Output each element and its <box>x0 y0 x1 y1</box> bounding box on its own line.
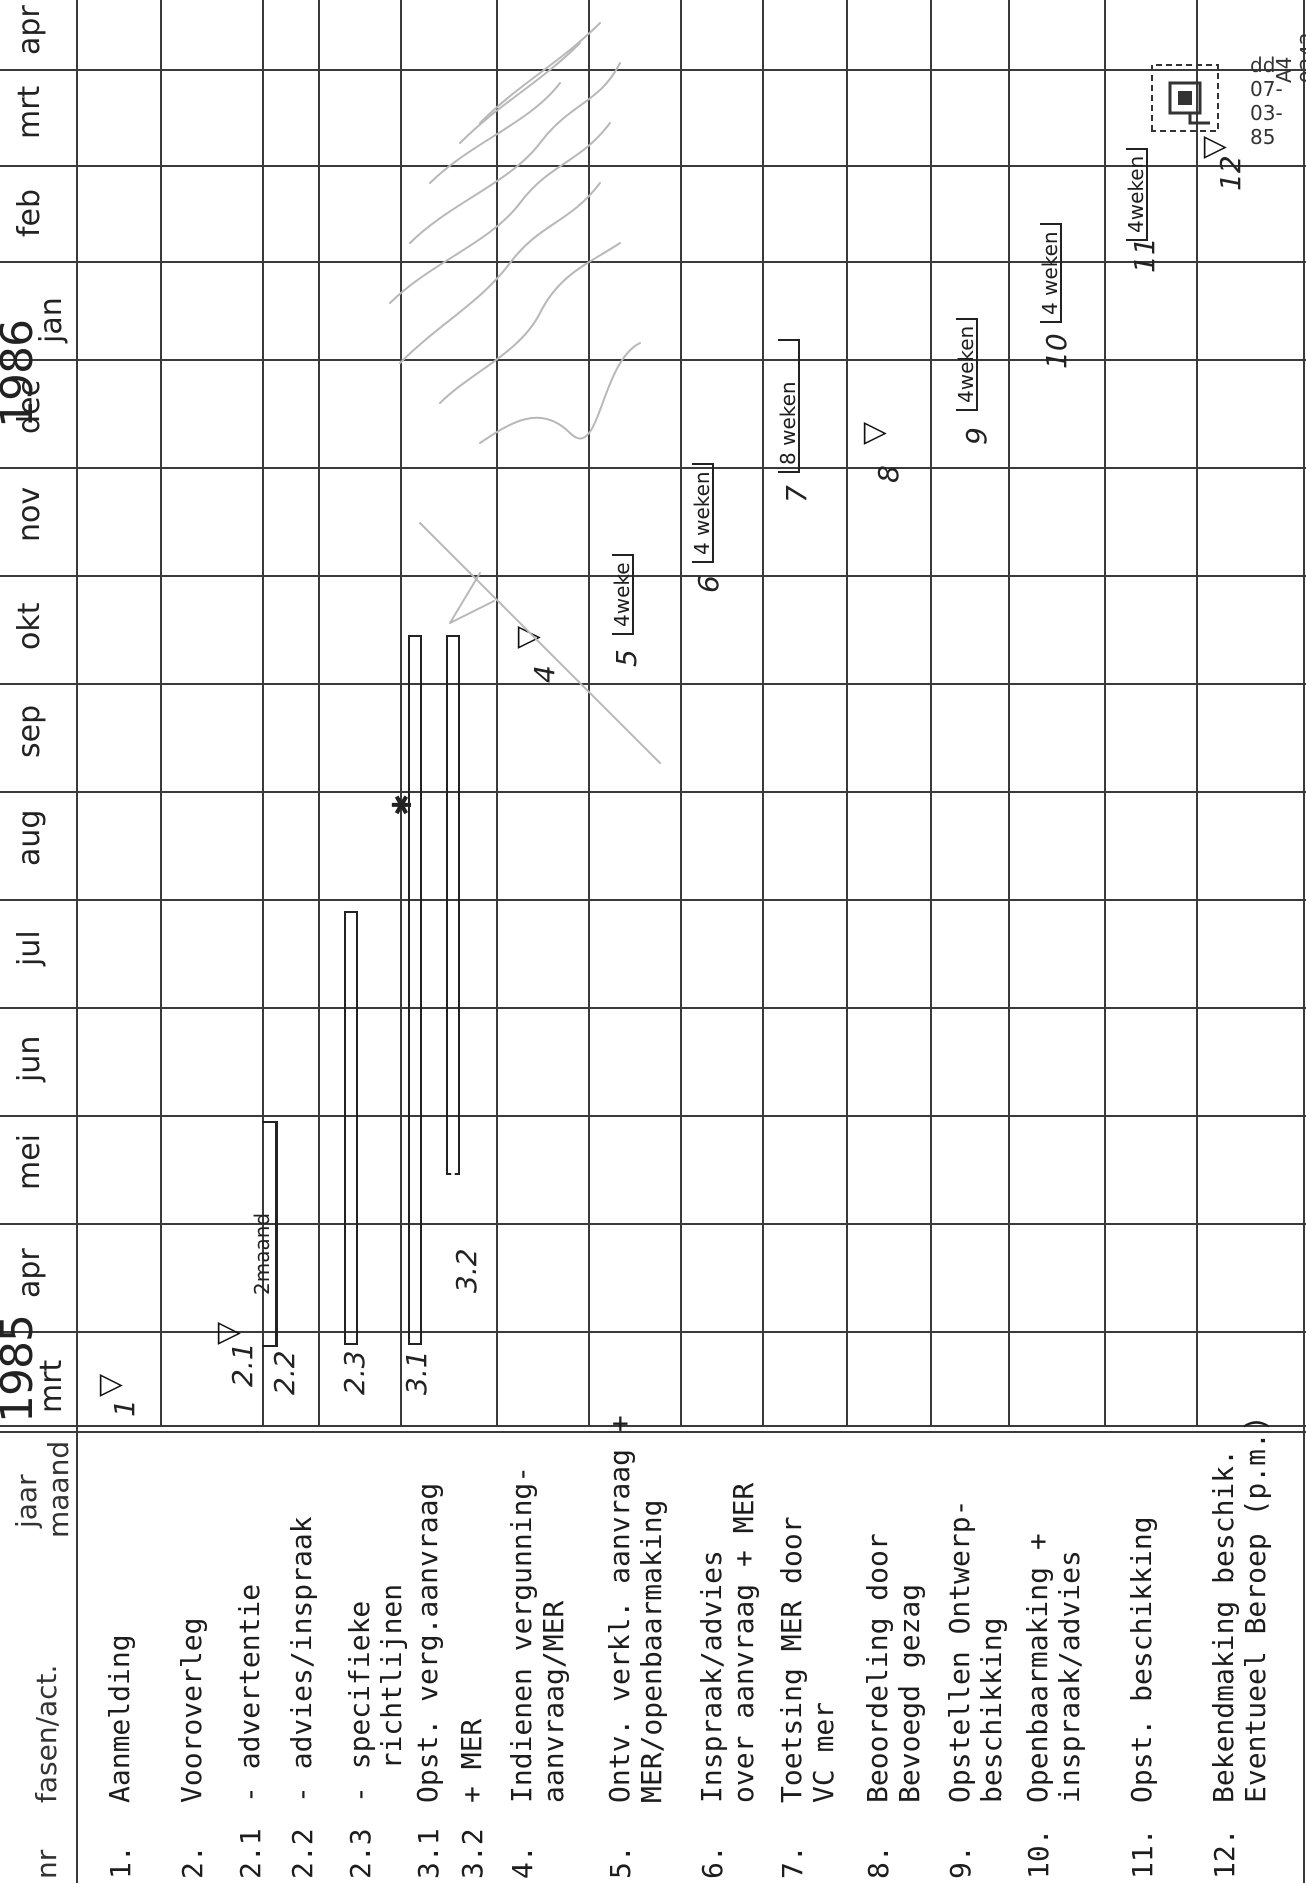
month-line <box>0 1223 1306 1225</box>
row-number: 5. <box>604 1845 637 1879</box>
month-label: nov <box>12 486 47 542</box>
month-header: maand <box>42 1440 75 1538</box>
month-label: jul <box>12 930 47 966</box>
row-activity: Openbaarmaking + inspraak/advies <box>1021 1533 1086 1803</box>
header-divider <box>76 0 78 1883</box>
pencil-scribble <box>389 122 611 304</box>
row-number: 11. <box>1126 1828 1159 1879</box>
stamp-code: A4 9242 <box>1272 32 1306 83</box>
logo-mark <box>1151 64 1219 132</box>
row-number: 3.1 <box>412 1828 445 1879</box>
row-activity: Vooroverleg <box>175 1617 208 1803</box>
month-label: feb <box>12 188 47 237</box>
month-line <box>0 1331 1306 1333</box>
row-number: 2.2 <box>286 1828 319 1879</box>
row-activity: Opst. beschikking <box>1125 1516 1158 1803</box>
row-number: 4. <box>506 1845 539 1879</box>
pencil-scribble <box>459 42 581 144</box>
month-label: okt <box>12 602 47 651</box>
row-activity: Beoordeling door Bevoegd gezag <box>861 1533 926 1803</box>
pencil-arrow-head <box>449 572 495 624</box>
row-activity: + MER <box>455 1718 488 1803</box>
month-label: mei <box>12 1133 47 1190</box>
row-number: 8. <box>862 1845 895 1879</box>
milestone-2-1-marker: ▽ <box>210 1321 245 1345</box>
month-label: apr <box>12 1248 47 1298</box>
row-activity: - advies/inspraak <box>285 1516 318 1803</box>
row-number: 10. <box>1022 1828 1055 1879</box>
pencil-scribble <box>429 82 561 184</box>
pencil-scribble <box>479 22 601 124</box>
month-line <box>0 1115 1306 1117</box>
bar-2-3-label: 2.3 <box>338 1350 371 1395</box>
row-activity: Ontv. verkl. aanvraag + MER/openbaarmaki… <box>603 1415 668 1803</box>
row-number: 6. <box>696 1845 729 1879</box>
handwritten-notes <box>389 22 661 764</box>
row-number: 1. <box>104 1845 137 1879</box>
month-line <box>0 1007 1306 1009</box>
month-label: jun <box>12 1035 47 1082</box>
bar-3-1-label: 3.1 <box>400 1350 433 1395</box>
month-line <box>0 791 1306 793</box>
phase-header: fasen/act. <box>30 1664 63 1803</box>
month-label: mrt <box>34 1359 69 1413</box>
row-number: 2.3 <box>344 1828 377 1879</box>
bottom-border <box>1303 0 1305 1883</box>
pencil-scribble <box>399 182 601 364</box>
pencil-scribble <box>409 62 621 244</box>
year-header: jaar <box>10 1474 43 1528</box>
row-number: 7. <box>776 1845 809 1879</box>
row-activity: Aanmelding <box>103 1634 136 1803</box>
pencil-arrow-line <box>419 522 661 764</box>
row-activity: Bekendmaking beschik. Eventueel Beroep (… <box>1207 1415 1272 1803</box>
bar-3-2-label: 3.2 <box>450 1248 483 1293</box>
row-number: 12. <box>1208 1828 1241 1879</box>
row-number: 9. <box>944 1845 977 1879</box>
bar-2-2-label: 2.2 <box>268 1350 301 1395</box>
month-label: sep <box>12 704 47 758</box>
asterisk-mark: ✱ <box>380 794 420 815</box>
row-line <box>160 0 162 1427</box>
milestone-1-marker: ▽ <box>92 1373 127 1397</box>
row-activity: Indienen vergunning- aanvraag/MER <box>505 1465 570 1803</box>
duration-2-2: 2maand <box>250 1212 274 1295</box>
row-number: 3.2 <box>456 1828 489 1879</box>
bar-2-3 <box>344 911 358 1345</box>
month-label: mrt <box>12 85 47 139</box>
row-activity: - specifieke richtlijnen <box>343 1583 408 1803</box>
pencil-scribble <box>479 342 641 444</box>
month-label: aug <box>12 809 47 866</box>
milestone-2-1-label: 2.1 <box>226 1342 259 1387</box>
milestone-1-label: 1 <box>108 1399 141 1417</box>
row-activity: Inspraak/advies over aanvraag + MER <box>695 1482 760 1803</box>
month-line <box>0 899 1306 901</box>
month-label: apr <box>12 5 47 55</box>
month-label: dec <box>12 380 47 434</box>
row-activity: Toetsing MER door VC mer <box>775 1516 840 1803</box>
row-activity: Opst. verg.aanvraag <box>411 1482 444 1803</box>
nr-header: nr <box>30 1849 63 1879</box>
month-label: jan <box>34 297 69 343</box>
row-number: 2.1 <box>234 1828 267 1879</box>
row-activity: Opstellen Ontwerp- beschikking <box>943 1499 1008 1803</box>
row-activity: - advertentie <box>233 1583 266 1803</box>
bar-2-2-base <box>275 1122 278 1347</box>
pencil-scribble <box>439 242 621 404</box>
row-number: 2. <box>176 1845 209 1879</box>
